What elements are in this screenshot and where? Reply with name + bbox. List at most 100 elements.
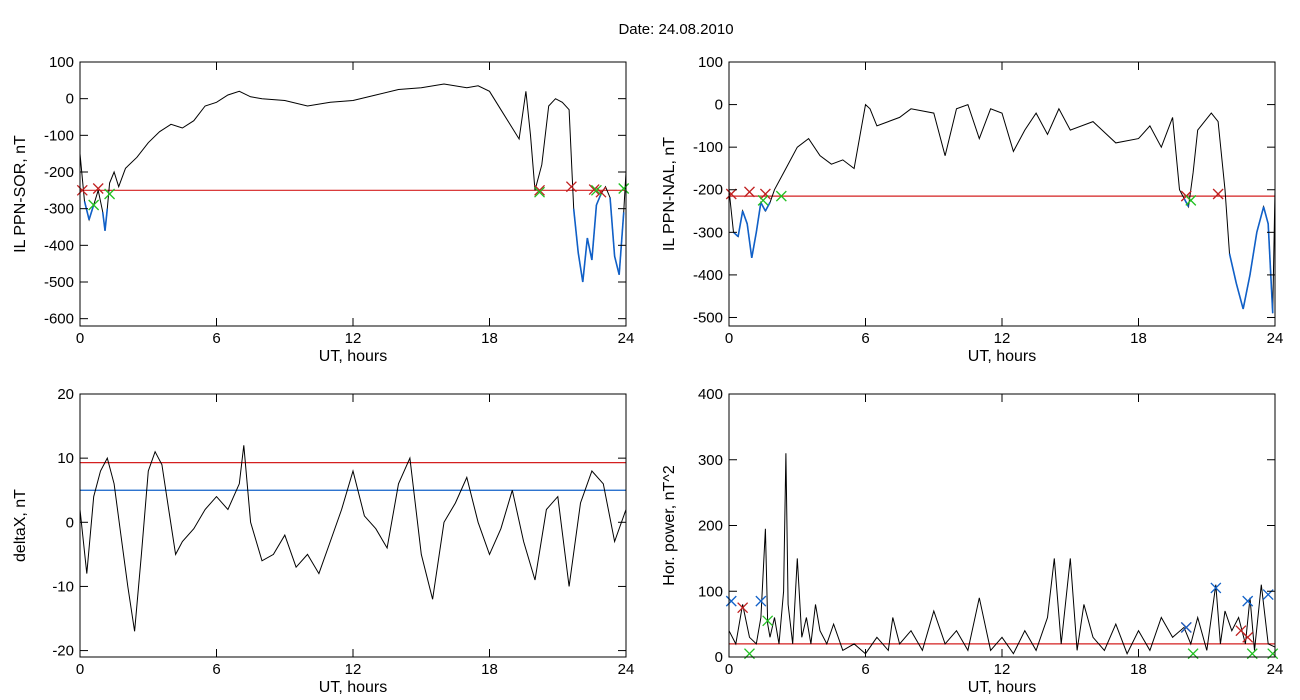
below-threshold-segment bbox=[1242, 274, 1251, 310]
x-tick-label: 12 bbox=[994, 330, 1011, 347]
y-tick-label: -400 bbox=[693, 267, 723, 284]
x-tick-label: 0 bbox=[76, 661, 84, 678]
y-tick-label: 0 bbox=[715, 97, 723, 114]
below-threshold-segment bbox=[1249, 232, 1258, 276]
below-threshold-segment bbox=[733, 231, 739, 238]
x-tick-label: 6 bbox=[861, 661, 869, 678]
y-axis-title: IL PPN-SOR, nT bbox=[12, 135, 29, 253]
below-threshold-segment bbox=[755, 202, 762, 233]
below-threshold-segment bbox=[577, 252, 584, 283]
y-tick-label: -300 bbox=[693, 224, 723, 241]
x-tick-label: 24 bbox=[618, 661, 635, 678]
y-tick-label: -100 bbox=[44, 127, 74, 144]
event-marker-blue bbox=[755, 595, 767, 607]
below-threshold-segment bbox=[581, 237, 589, 283]
x-axis-title: UT, hours bbox=[319, 348, 387, 365]
y-tick-label: -200 bbox=[44, 164, 74, 181]
event-marker-green bbox=[590, 184, 602, 196]
event-marker-red bbox=[1242, 631, 1254, 643]
below-threshold-segment bbox=[88, 204, 95, 220]
x-tick-label: 6 bbox=[212, 661, 220, 678]
x-tick-label: 24 bbox=[618, 330, 635, 347]
below-threshold-segment bbox=[764, 202, 771, 212]
panels: 0 6 12 18 241000-100-200-300-400-500-600UT, … bbox=[12, 54, 1283, 696]
event-marker-blue bbox=[1242, 595, 1254, 607]
x-tick-label: 18 bbox=[481, 330, 498, 347]
below-threshold-segment bbox=[1235, 283, 1244, 310]
below-threshold-segment bbox=[1228, 253, 1238, 284]
event-marker-red bbox=[534, 184, 546, 196]
x-tick-label: 18 bbox=[481, 661, 498, 678]
y-tick-label: -200 bbox=[693, 182, 723, 199]
y-tick-label: 0 bbox=[715, 649, 723, 666]
event-marker-red bbox=[737, 602, 749, 614]
event-marker-green bbox=[762, 615, 774, 627]
below-threshold-segment bbox=[586, 237, 593, 261]
y-tick-label: 100 bbox=[49, 54, 74, 71]
y-tick-label: 300 bbox=[698, 452, 723, 469]
below-threshold-segment bbox=[104, 208, 109, 231]
y-tick-label: -500 bbox=[693, 309, 723, 326]
x-tick-label: 12 bbox=[345, 330, 362, 347]
data-series-line bbox=[80, 445, 626, 632]
event-marker-blue bbox=[1180, 621, 1192, 633]
panel-hor-power: 0 6 12 18 24 400 300 200 100 0 UT, hours Hor. power… bbox=[661, 386, 1283, 696]
below-threshold-segment bbox=[572, 208, 580, 253]
event-marker-green bbox=[534, 186, 546, 198]
y-tick-label: 100 bbox=[698, 54, 723, 71]
event-marker-green bbox=[618, 183, 630, 194]
x-tick-label: 0 bbox=[725, 661, 733, 678]
x-tick-label: 6 bbox=[861, 330, 869, 347]
below-threshold-segment bbox=[591, 204, 598, 261]
y-tick-label: 100 bbox=[698, 583, 723, 600]
x-axis-title: UT, hours bbox=[968, 679, 1036, 696]
x-tick-label: 12 bbox=[345, 661, 362, 678]
data-series-line bbox=[80, 83, 626, 283]
data-series-line bbox=[729, 453, 1275, 655]
panel-deltax: 0 6 12 18 24 20 10 0 -10 -20 UT, hours deltaX, nT bbox=[12, 386, 634, 696]
x-tick-label: 18 bbox=[1130, 330, 1147, 347]
event-marker-green bbox=[775, 190, 787, 202]
below-threshold-segment bbox=[760, 202, 767, 212]
below-threshold-segment bbox=[1262, 206, 1269, 225]
below-threshold-segment bbox=[737, 210, 744, 237]
x-axis-title: UT, hours bbox=[968, 348, 1036, 365]
event-marker-red bbox=[588, 184, 600, 196]
x-tick-label: 0 bbox=[76, 330, 84, 347]
x-axis-title: UT, hours bbox=[319, 679, 387, 696]
data-series-line bbox=[729, 103, 1275, 314]
below-threshold-segment bbox=[746, 223, 753, 258]
event-marker-green bbox=[1185, 194, 1197, 206]
y-tick-label: -100 bbox=[693, 139, 723, 156]
below-threshold-segment bbox=[83, 201, 90, 220]
below-threshold-segment bbox=[1256, 206, 1265, 233]
y-tick-label: 0 bbox=[66, 91, 74, 108]
x-tick-label: 12 bbox=[994, 661, 1011, 678]
y-axis-title: Hor. power, nT^2 bbox=[661, 465, 678, 586]
x-tick-label: 24 bbox=[1267, 330, 1284, 347]
panel-ppn-sor: 0 6 12 18 24 100 0 -100 -200 -300 -400 -500 -600 UT, … bbox=[12, 54, 634, 365]
event-marker-red bbox=[759, 188, 771, 200]
x-tick-label: 0 bbox=[725, 330, 733, 347]
y-axis-title: deltaX, nT bbox=[12, 489, 29, 562]
y-tick-label: 400 bbox=[698, 386, 723, 403]
y-tick-label: -300 bbox=[44, 201, 74, 218]
x-tick-label: 6 bbox=[212, 330, 220, 347]
y-tick-label: -600 bbox=[44, 311, 74, 328]
y-tick-label: -10 bbox=[52, 578, 74, 595]
below-threshold-segment bbox=[741, 210, 748, 225]
y-tick-label: 0 bbox=[66, 514, 74, 531]
x-tick-label: 24 bbox=[1267, 661, 1284, 678]
event-marker-red bbox=[565, 181, 577, 193]
event-marker-green bbox=[104, 188, 116, 200]
below-threshold-segment bbox=[613, 256, 620, 275]
below-threshold-segment bbox=[750, 232, 758, 259]
y-tick-label: -20 bbox=[52, 643, 74, 660]
y-tick-label: -500 bbox=[44, 274, 74, 291]
figure-title: Date: 24.08.2010 bbox=[618, 21, 733, 38]
y-tick-label: 20 bbox=[57, 386, 74, 403]
below-threshold-segment bbox=[595, 193, 602, 206]
event-marker-blue bbox=[725, 595, 737, 607]
event-marker-blue bbox=[1210, 582, 1222, 594]
